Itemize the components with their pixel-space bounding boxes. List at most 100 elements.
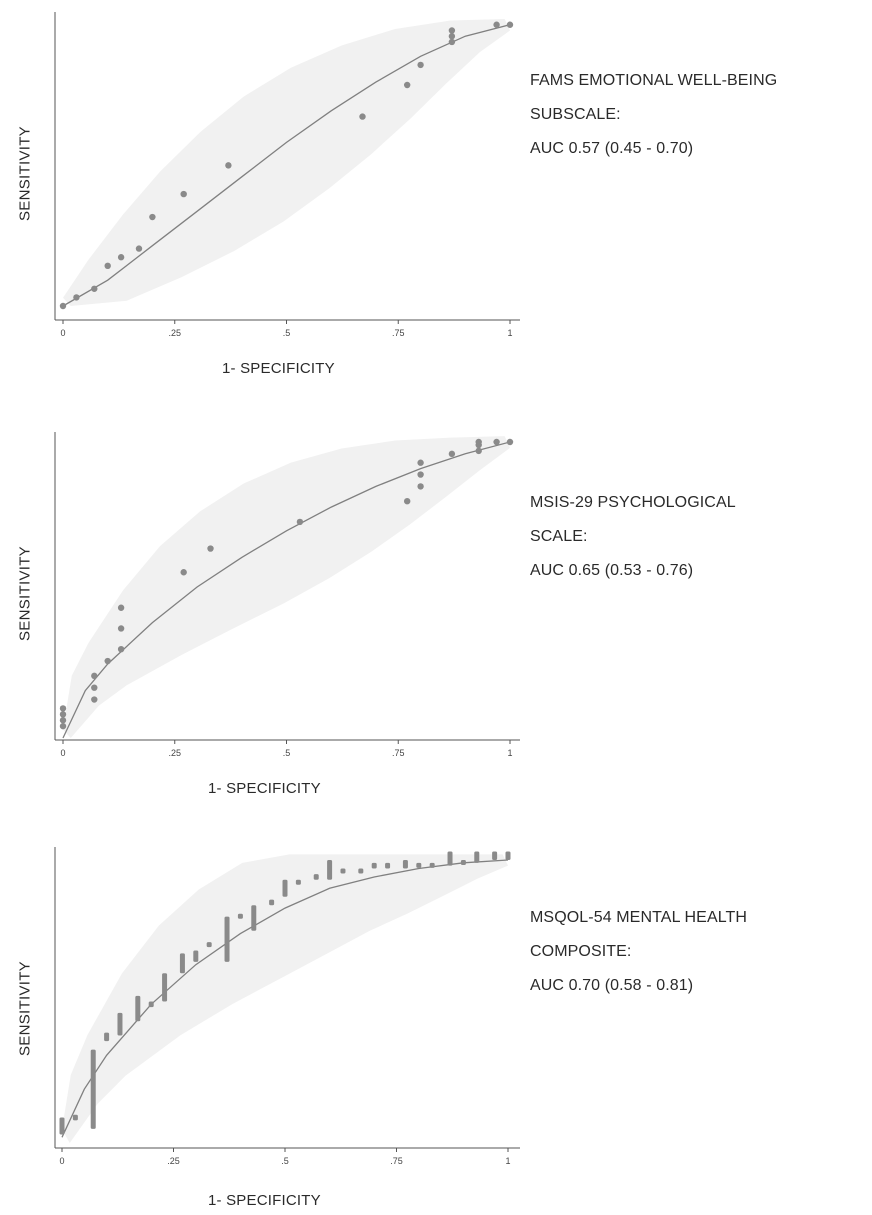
roc-point-bar: [72, 1114, 78, 1121]
roc-point-bar: [104, 1032, 110, 1042]
roc-point: [59, 722, 67, 730]
x-tick-label: .75: [392, 748, 405, 758]
roc-point: [475, 438, 482, 446]
roc-panel-msis: 0 .25 .5 .75 1 SENSITIVITY 1- SPECIFICITY MS…: [0, 420, 872, 820]
caption-line-3: AUC 0.70 (0.58 - 0.81): [530, 977, 694, 994]
roc-point: [493, 438, 500, 446]
x-tick-label: .5: [283, 328, 291, 338]
fitted-roc-curve: [62, 441, 511, 739]
roc-point-bar: [206, 942, 212, 948]
roc-point-bar: [237, 913, 243, 919]
roc-chart-fams: 0 .25 .5 .75 1: [54, 12, 520, 338]
chart-caption: MSIS-29 PSYCHOLOGICAL SCALE: AUC 0.65 (0…: [530, 486, 736, 588]
roc-point: [180, 190, 187, 198]
roc-point: [417, 61, 424, 69]
roc-point: [417, 459, 424, 466]
caption-line-3: AUC 0.65 (0.53 - 0.76): [530, 562, 694, 579]
x-tick-label: .75: [392, 328, 405, 338]
roc-point-bar: [282, 879, 288, 897]
caption-line-2: SCALE:: [530, 528, 588, 545]
roc-point: [493, 21, 500, 28]
roc-point: [417, 471, 424, 478]
roc-point: [104, 657, 111, 665]
y-axis-title: SENSITIVITY: [16, 546, 34, 641]
roc-point: [73, 294, 80, 301]
roc-point: [91, 696, 98, 703]
x-tick-label: 1: [507, 328, 512, 338]
x-axis-title: 1- SPECIFICITY: [208, 780, 321, 797]
roc-chart-msis: 0 .25 .5 .75 1: [54, 432, 520, 758]
roc-point: [403, 81, 411, 89]
roc-point-bar: [416, 862, 422, 868]
y-axis-title: SENSITIVITY: [16, 961, 34, 1056]
x-tick-label: 1: [505, 1156, 510, 1166]
roc-point-bar: [340, 868, 346, 874]
roc-point-bar: [313, 874, 319, 880]
roc-point-bar: [224, 916, 230, 962]
roc-point: [135, 245, 143, 252]
roc-point-bar: [402, 860, 408, 869]
roc-point: [91, 684, 98, 691]
roc-point-bar: [117, 1012, 123, 1036]
x-tick-label: .25: [168, 748, 181, 758]
roc-point: [117, 646, 125, 653]
roc-point: [104, 262, 111, 270]
roc-point-bar: [148, 1001, 154, 1008]
chart-caption: FAMS EMOTIONAL WELL-BEING SUBSCALE: AUC …: [530, 64, 777, 166]
roc-point: [180, 569, 187, 576]
roc-point: [59, 705, 67, 712]
x-tick-label: .5: [283, 748, 291, 758]
x-axis-title: 1- SPECIFICITY: [208, 1192, 321, 1209]
roc-panel-msqol: 0 .25 .5 .75 1 SENSITIVITY 1- SPECIFICITY MS…: [0, 835, 872, 1215]
roc-point: [448, 33, 456, 40]
x-tick-label: .25: [167, 1156, 180, 1166]
roc-point-bar: [179, 953, 185, 974]
roc-point: [448, 38, 456, 46]
roc-point: [506, 21, 514, 28]
roc-point-bar: [162, 973, 168, 1002]
confidence-band: [63, 19, 510, 306]
roc-point: [91, 672, 98, 680]
roc-point: [296, 518, 304, 526]
caption-line-1: MSIS-29 PSYCHOLOGICAL: [530, 494, 736, 511]
roc-point-bar: [474, 851, 480, 863]
roc-point-bar: [385, 862, 391, 869]
roc-panel-fams: 0 .25 .5 .75 1 SENSITIVITY 1- SPECIFICITY FA…: [0, 0, 872, 400]
x-tick-label: 0: [60, 328, 65, 338]
roc-point: [359, 113, 366, 120]
confidence-band: [62, 854, 508, 1143]
x-axis-title: 1- SPECIFICITY: [222, 360, 335, 377]
roc-point: [59, 711, 67, 718]
x-tick-label: .25: [168, 328, 181, 338]
roc-point: [59, 302, 67, 310]
fitted-roc-curve: [62, 24, 511, 307]
roc-point: [117, 604, 125, 611]
roc-point-bar: [460, 860, 466, 865]
roc-point: [91, 285, 98, 292]
roc-point-bar: [59, 1117, 65, 1135]
caption-line-1: FAMS EMOTIONAL WELL-BEING: [530, 72, 778, 89]
roc-point-bar: [371, 862, 377, 869]
roc-chart-msqol: 0 .25 .5 .75 1: [54, 847, 520, 1166]
roc-point: [448, 450, 456, 458]
chart-caption: MSQOL-54 MENTAL HEALTH COMPOSITE: AUC 0.…: [530, 901, 747, 1003]
fitted-roc-curve: [61, 859, 509, 1138]
y-axis-title: SENSITIVITY: [16, 126, 34, 221]
roc-point-bar: [251, 905, 257, 931]
caption-line-3: AUC 0.57 (0.45 - 0.70): [530, 140, 694, 157]
roc-point: [403, 498, 411, 505]
roc-point-bar: [269, 899, 275, 906]
roc-point: [225, 162, 232, 169]
roc-point: [506, 438, 514, 446]
roc-point-bar: [193, 950, 199, 962]
roc-point: [149, 213, 156, 221]
caption-line-1: MSQOL-54 MENTAL HEALTH: [530, 909, 748, 926]
roc-point-bar: [429, 862, 435, 868]
roc-point-bar: [358, 868, 364, 874]
caption-line-2: SUBSCALE:: [530, 106, 621, 123]
roc-point: [448, 27, 456, 34]
roc-point: [417, 483, 424, 490]
roc-point-bar: [505, 851, 511, 860]
x-tick-label: 0: [59, 1156, 64, 1166]
roc-point-bar: [295, 879, 301, 885]
